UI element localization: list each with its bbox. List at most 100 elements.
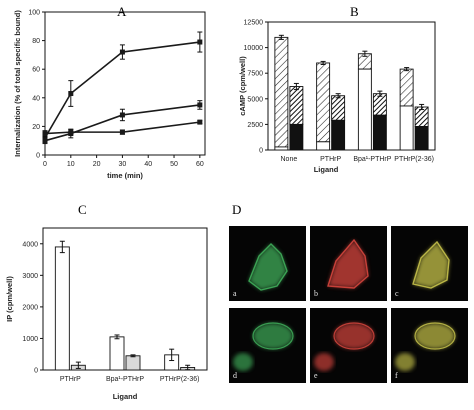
cell-outline [327, 238, 369, 289]
chart-b-bar-open [274, 146, 289, 151]
chart-c-ytick-label: 4000 [22, 241, 38, 248]
chart-a-internalization: 0 20 40 60 80 100 0 10 20 30 40 50 60 time (min) Inter… [13, 10, 206, 180]
cell-fluorescence [415, 323, 455, 349]
micrograph-label: f [395, 371, 398, 380]
panel-letter-b: B [350, 4, 359, 19]
chart-a-series-2-point [197, 102, 203, 108]
chart-b-ytick-label: 0 [259, 148, 263, 155]
cell-fluorescence [413, 242, 449, 288]
chart-a-series-3-line [44, 121, 200, 135]
chart-c-ytick-label: 1000 [22, 336, 38, 343]
cell-fluorescence [249, 244, 287, 290]
cell-outline [252, 322, 294, 350]
chart-a-series-1-point [68, 91, 74, 97]
chart-c-frame [42, 227, 208, 371]
chart-b-bar-dense-hatched [331, 95, 346, 121]
chart-a-ytick-label: 0 [36, 153, 40, 160]
chart-a-ytick-label: 80 [32, 38, 40, 45]
panel-letter-c: C [78, 202, 87, 217]
panel-letter-d: D [232, 202, 241, 217]
micrograph-label: d [233, 371, 237, 380]
chart-a-series-1-point [119, 49, 125, 55]
chart-b-bar-hatched [316, 62, 331, 143]
chart-b-bar-open [316, 141, 331, 151]
chart-a-series-1-line [44, 41, 200, 139]
chart-b-bar-open [357, 68, 372, 151]
chart-c-bar-series-2 [125, 355, 141, 371]
chart-a-ytick-label: 40 [32, 95, 40, 102]
chart-b-ytick-label: 10000 [244, 45, 264, 52]
chart-b-bar-open [399, 105, 414, 151]
chart-a-frame [44, 11, 206, 156]
chart-c-bar-series-1 [109, 336, 125, 371]
panel-d-micrographs: a b c d e f [229, 226, 468, 383]
micrograph-label: c [395, 289, 399, 298]
cell-fluorescence [253, 323, 293, 349]
chart-b-bar-solid [414, 125, 429, 151]
chart-a-xtick-label: 60 [196, 161, 204, 168]
chart-c-category-label: Bpa¹-PTHrP [106, 376, 144, 383]
chart-a-x-axis-title: time (min) [107, 171, 143, 180]
chart-b-bar-solid [331, 119, 346, 151]
chart-a-series-3-point [197, 119, 203, 125]
micrograph-a: a [229, 226, 306, 301]
chart-b-ytick-label: 7500 [247, 71, 263, 78]
chart-b-ytick-label: 2500 [247, 122, 263, 129]
chart-b-y-axis-title: cAMP (cpm/well) [238, 56, 247, 116]
chart-b-bar-dense-hatched [372, 93, 387, 116]
cell-fluorescence [334, 323, 374, 349]
chart-b-ytick-label: 5000 [247, 96, 263, 103]
cell-fluorescence-small [233, 353, 253, 371]
chart-a-ytick-label: 20 [32, 124, 40, 131]
chart-b-bar-solid [289, 123, 304, 151]
chart-a-ytick-label: 60 [32, 67, 40, 74]
chart-b-camp: 0 2500 5000 7500 10000 12500 cAMP (cpm/well) No… [238, 20, 436, 174]
chart-a-series-3-point [119, 129, 125, 135]
chart-a-xtick-label: 50 [170, 161, 178, 168]
chart-a-ytick-label: 100 [28, 10, 40, 17]
chart-c-ytick-label: 0 [34, 368, 38, 375]
chart-b-category-label: PTHrP [320, 156, 341, 163]
micrograph-label: e [314, 371, 318, 380]
chart-c-bar-series-1 [54, 246, 70, 371]
cell-outline [414, 322, 456, 350]
cell-outline [412, 240, 450, 289]
chart-a-xtick-label: 30 [119, 161, 127, 168]
chart-a-series-1-point [197, 39, 203, 45]
chart-c-category-label: PTHrP(2-36) [160, 376, 200, 383]
chart-a-xtick-label: 0 [43, 161, 47, 168]
chart-b-x-axis-title: Ligand [314, 165, 339, 174]
chart-c-ip: 0 1000 2000 3000 4000 IP (cpm/well) PTHrP Bpa¹-… [5, 227, 208, 401]
chart-b-ytick-label: 12500 [244, 20, 264, 27]
micrograph-c: c [391, 226, 468, 301]
micrograph-label: b [314, 289, 318, 298]
chart-c-ytick-label: 2000 [22, 304, 38, 311]
chart-a-series-2-point [42, 138, 48, 144]
chart-a-series-2-point [119, 112, 125, 118]
chart-c-y-axis-title: IP (cpm/well) [5, 276, 14, 322]
chart-b-category-label: Bpa¹-PTHrP [353, 156, 391, 163]
cell-fluorescence-small [314, 353, 334, 371]
cell-fluorescence-small [395, 353, 415, 371]
chart-c-category-label: PTHrP [60, 376, 81, 383]
chart-a-y-axis-title: Internalization (% of total specific bou… [13, 10, 22, 157]
cell-outline [248, 243, 288, 291]
chart-b-bar-hatched [274, 36, 289, 148]
chart-b-category-label: PTHrP(2-36) [394, 156, 434, 163]
chart-b-bar-solid [372, 114, 387, 151]
micrograph-label: a [233, 289, 237, 298]
chart-a-xtick-label: 40 [144, 161, 152, 168]
chart-b-category-label: None [281, 156, 298, 163]
chart-b-bar-hatched [399, 68, 414, 107]
micrograph-b: b [310, 226, 387, 301]
chart-b-frame [267, 21, 436, 151]
cell-fluorescence [328, 240, 368, 288]
micrograph-f: f [391, 308, 468, 383]
micrograph-d: d [229, 308, 306, 383]
cell-outline [333, 322, 375, 350]
chart-a-series-3-point [68, 129, 74, 135]
chart-a-series-3-point [42, 131, 48, 137]
micrograph-e: e [310, 308, 387, 383]
chart-a-xtick-label: 10 [67, 161, 75, 168]
